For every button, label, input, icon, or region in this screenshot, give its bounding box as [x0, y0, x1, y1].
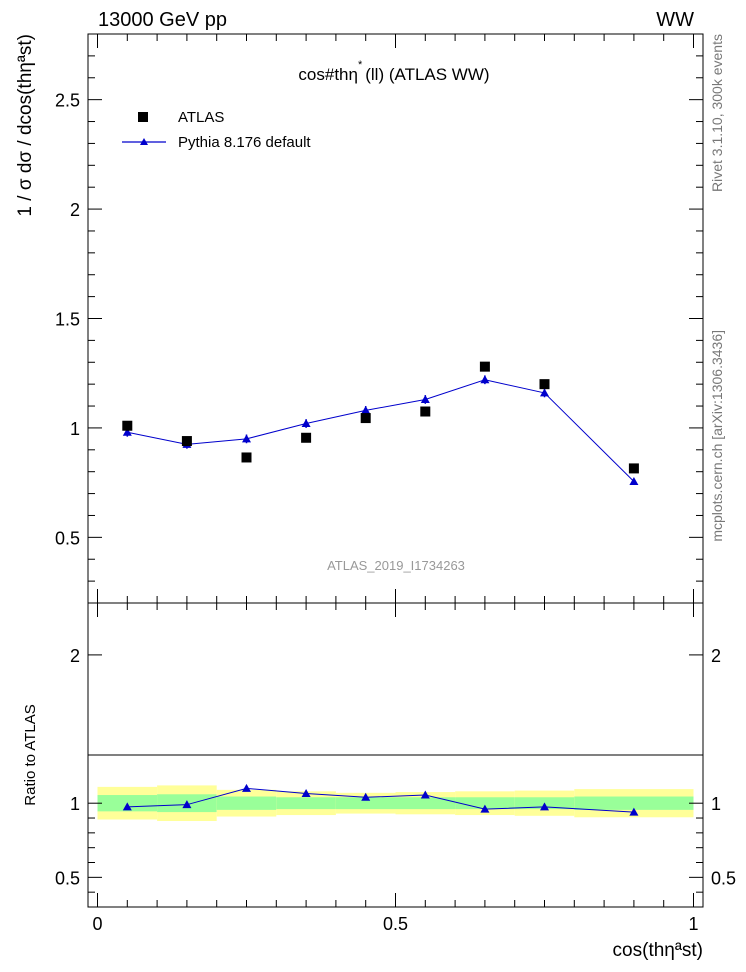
- main-y-tick-label: 2.5: [55, 91, 80, 111]
- legend-atlas-marker: [138, 112, 148, 122]
- main-data-marks: [122, 361, 639, 486]
- x-tick-label: 0.5: [383, 914, 408, 934]
- ratio-y-tick-label-right: 0.5: [711, 868, 736, 888]
- ratio-point: [420, 790, 430, 799]
- ratio-point: [182, 800, 192, 809]
- ratio-band-inner: [216, 796, 277, 810]
- ratio-band-inner: [395, 797, 456, 810]
- chart-title-rest: (ll) (ATLAS WW): [365, 65, 489, 84]
- ratio-axis-ticks: 0.5 0.5 1 1 2 2 0 0.5 1: [55, 603, 736, 934]
- ratio-point: [540, 802, 549, 811]
- x-axis-label: cos(thηªst): [613, 940, 703, 961]
- legend-mc-marker: [140, 138, 148, 145]
- mc-point: [480, 375, 490, 384]
- main-y-tick-label: 0.5: [55, 528, 80, 548]
- ratio-y-tick-label-left: 0.5: [55, 868, 80, 888]
- ratio-point: [242, 783, 251, 792]
- legend-mc-label: Pythia 8.176 default: [178, 134, 311, 151]
- ratio-point: [480, 804, 490, 813]
- ratio-band-inner: [574, 796, 694, 810]
- header-energy-label: 13000 GeV pp: [98, 9, 227, 31]
- ratio-band-inner: [335, 797, 396, 810]
- ratio-plot-frame: [87, 602, 704, 908]
- atlas-data-point: [628, 463, 639, 474]
- ratio-y-tick-label-right: 2: [711, 646, 721, 666]
- mc-point: [540, 388, 549, 397]
- analysis-watermark: ATLAS_2019_I1734263: [327, 558, 465, 573]
- chart-title-sup: *: [358, 59, 363, 71]
- ratio-point: [629, 807, 639, 816]
- atlas-data-point: [479, 361, 490, 372]
- x-tick-label: 1: [688, 914, 698, 934]
- chart-title: cos#thη* (ll) (ATLAS WW): [298, 59, 489, 84]
- ratio-band-inner: [276, 797, 336, 810]
- mc-point: [420, 394, 430, 403]
- ratio-y-axis-label: Ratio to ATLAS: [22, 704, 39, 805]
- ratio-y-tick-label-left: 2: [70, 646, 80, 666]
- atlas-data-point: [181, 436, 192, 447]
- main-y-tick-label: 2: [70, 200, 80, 220]
- mcplots-label: mcplots.cern.ch [arXiv:1306.3436]: [709, 330, 725, 542]
- mc-point: [242, 434, 251, 443]
- ratio-y-tick-label-left: 1: [70, 794, 80, 814]
- chart-title-main: cos#thη: [298, 65, 358, 84]
- ratio-y-tick-label-right: 1: [711, 794, 721, 814]
- main-y-tick-label: 1: [70, 419, 80, 439]
- main-y-axis-label: 1 / σ dσ / dcos(thηªst): [15, 34, 36, 217]
- rivet-label: Rivet 3.1.10, 300k events: [709, 34, 725, 192]
- main-y-tick-label: 1.5: [55, 310, 80, 330]
- mc-point: [629, 477, 639, 486]
- mc-point: [122, 427, 132, 436]
- mc-series-line: [127, 379, 635, 482]
- ratio-point: [122, 802, 132, 811]
- x-tick-label: 0: [92, 914, 102, 934]
- ratio-point: [301, 789, 311, 798]
- atlas-data-point: [360, 413, 371, 424]
- ratio-point: [361, 792, 371, 801]
- mc-point: [301, 419, 311, 428]
- atlas-data-point: [122, 420, 133, 431]
- legend-atlas-label: ATLAS: [178, 109, 224, 126]
- atlas-data-point: [539, 379, 550, 390]
- atlas-data-point: [420, 406, 431, 417]
- atlas-data-point: [301, 432, 312, 443]
- main-axis-ticks: 0.5 1 1.5 2 2.5: [55, 33, 703, 604]
- header-process-label: WW: [656, 9, 694, 31]
- ratio-band-inner: [455, 797, 515, 810]
- mc-point: [361, 405, 371, 414]
- atlas-data-point: [241, 452, 252, 463]
- ratio-data-marks: [122, 783, 639, 816]
